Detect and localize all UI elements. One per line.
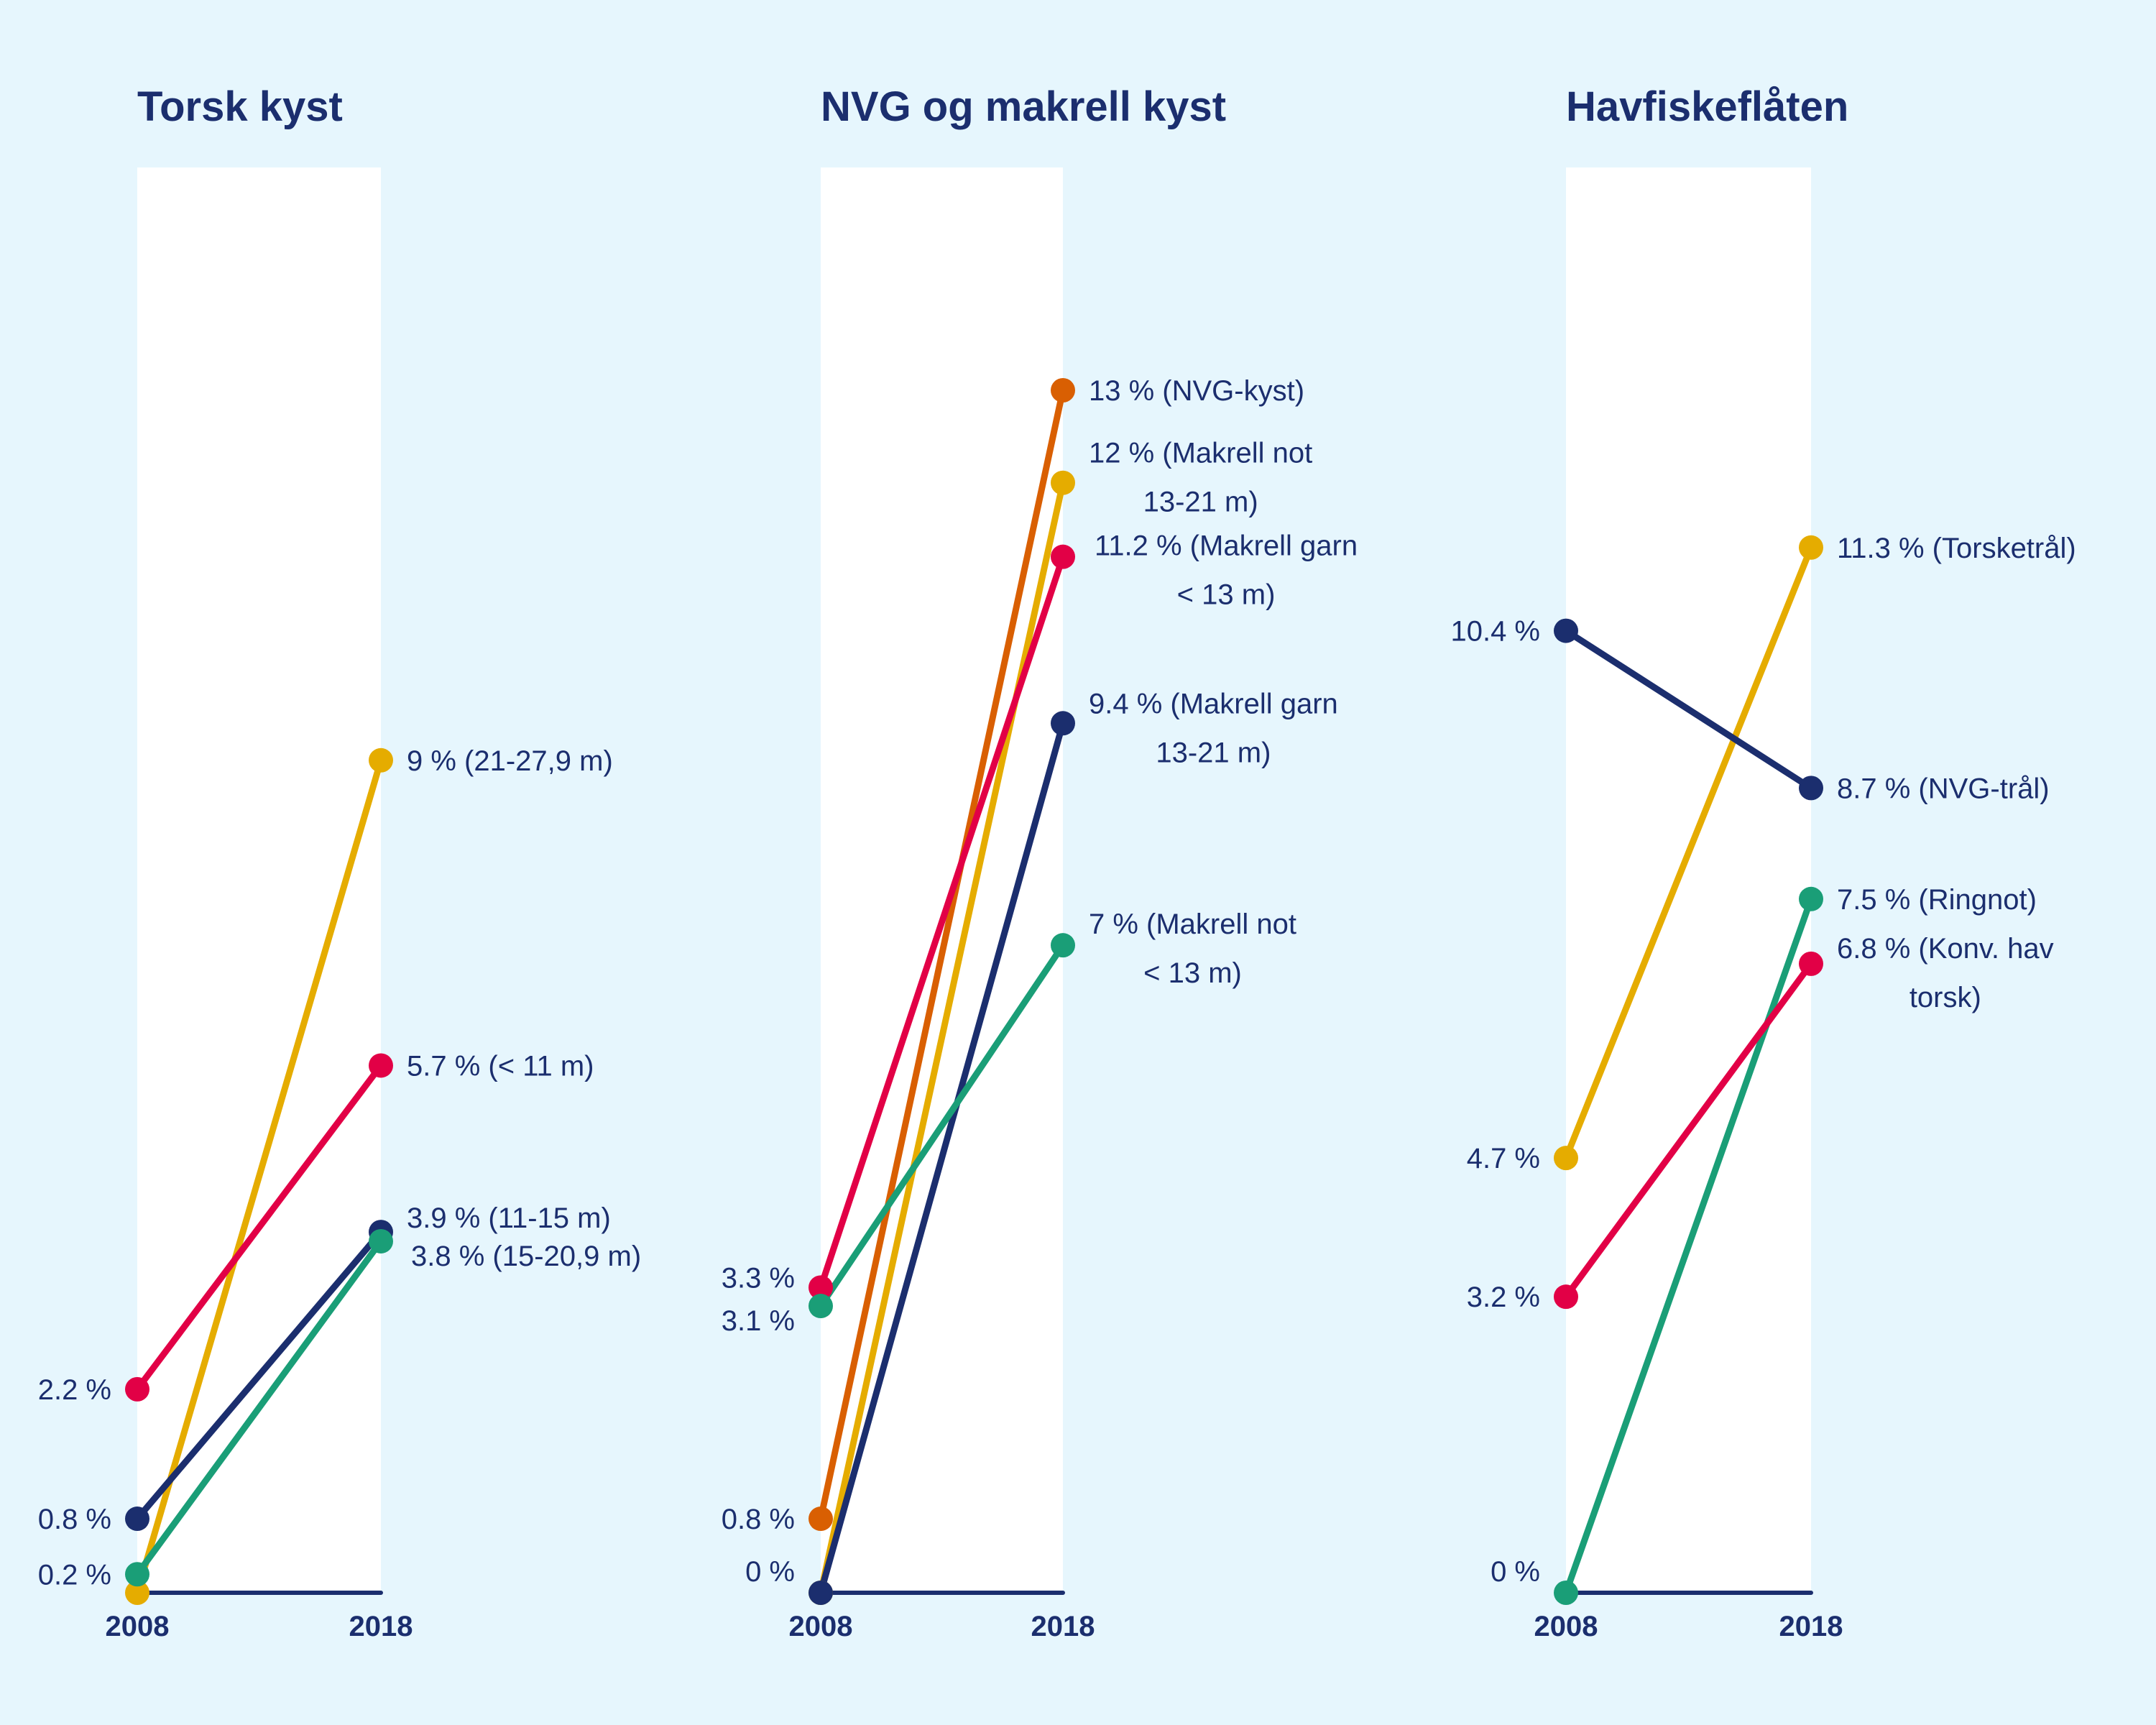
series-line-torsketr-l	[1562, 544, 1815, 1162]
plot-band	[137, 167, 381, 1593]
series-line-konv-hav-torsk	[1562, 960, 1815, 1300]
data-point-2008	[125, 1376, 149, 1402]
start-value-label: 0 %	[1491, 1556, 1540, 1588]
data-point-2008	[1554, 1146, 1578, 1171]
series-line-makrell-garn-13-21-m	[817, 719, 1067, 1596]
series-line-makrell-garn-13-m	[817, 553, 1067, 1291]
data-point-2008	[808, 1506, 833, 1532]
panel-torsk-kyst: Torsk kyst 2008 2018 9 % (21-27,9 m) 2.2 % 5…	[38, 83, 641, 1642]
series-line-makrell-not-13-m	[817, 942, 1067, 1310]
series-line--11-m	[134, 1062, 384, 1393]
data-point-2008	[808, 1581, 833, 1605]
series-line-21-27-9-m	[134, 757, 384, 1596]
end-value-label-line2: torsk)	[1909, 982, 1981, 1013]
start-value-label: 3.3 %	[722, 1262, 795, 1294]
end-value-label: 9 % (21-27,9 m)	[407, 745, 613, 777]
data-point-2018	[1799, 776, 1823, 801]
series-line-11-15-m	[134, 1228, 384, 1522]
end-value-label: 8.7 % (NVG-trål)	[1837, 773, 2050, 804]
panel-title: NVG og makrell kyst	[821, 83, 1226, 130]
end-value-label-line2: < 13 m)	[1143, 957, 1242, 989]
plot-band	[821, 167, 1063, 1593]
series-line-15-20-9-m	[134, 1238, 384, 1578]
data-point-2008	[1554, 1581, 1578, 1605]
x-tick-label: 2018	[1031, 1611, 1095, 1642]
data-point-2018	[1799, 951, 1823, 976]
start-value-label: 0.8 %	[38, 1504, 111, 1535]
plot-band	[1566, 167, 1811, 1593]
data-point-2018	[1051, 378, 1075, 402]
data-point-2018	[1051, 470, 1075, 495]
start-value-label: 0.8 %	[722, 1504, 795, 1535]
end-value-label: 9.4 % (Makrell garn	[1089, 688, 1338, 719]
end-value-label: 3.8 % (15-20,9 m)	[411, 1241, 641, 1272]
data-point-2018	[1051, 711, 1075, 736]
panel-title: Torsk kyst	[137, 83, 343, 130]
data-point-2008	[1554, 618, 1578, 643]
data-point-2008	[1554, 1284, 1578, 1310]
x-tick-label: 2018	[349, 1611, 413, 1642]
data-point-2018	[369, 1228, 393, 1254]
end-value-label: 6.8 % (Konv. hav	[1837, 933, 2054, 965]
panel-havfiskeflaten: Havfiskeflåten 2008 2018 4.7 % 11.3 % (Tors…	[1450, 83, 2076, 1642]
panel-title: Havfiskeflåten	[1566, 83, 1848, 130]
data-point-2008	[125, 1581, 149, 1605]
end-value-label: 12 % (Makrell not	[1089, 438, 1312, 469]
data-point-2018	[369, 748, 393, 773]
end-value-label: 3.9 % (11-15 m)	[407, 1202, 611, 1234]
start-value-label: 2.2 %	[38, 1374, 111, 1406]
series-line-nvg-kyst	[817, 387, 1067, 1522]
data-point-2018	[1051, 933, 1075, 958]
end-value-label: 11.3 % (Torsketrål)	[1837, 533, 2076, 564]
data-point-2018	[1051, 544, 1075, 569]
x-tick-label: 2008	[106, 1611, 170, 1642]
data-point-2008	[808, 1294, 833, 1319]
series-line-makrell-not-13-21-m	[817, 479, 1067, 1596]
data-point-2008	[125, 1562, 149, 1587]
end-value-label-line2: 13-21 m)	[1143, 487, 1258, 518]
start-value-label: 0.2 %	[38, 1559, 111, 1591]
data-point-2018	[1799, 535, 1823, 560]
end-value-label: 7 % (Makrell not	[1089, 908, 1296, 940]
end-value-label: 7.5 % (Ringnot)	[1837, 884, 2037, 916]
start-value-label: 3.1 %	[722, 1305, 795, 1337]
end-value-label: 11.2 % (Makrell garn	[1095, 530, 1358, 562]
x-tick-label: 2008	[789, 1611, 853, 1642]
data-point-2018	[1799, 886, 1823, 911]
series-line-nvg-tr-l	[1562, 627, 1815, 791]
start-value-label: 10.4 %	[1450, 616, 1540, 648]
start-value-label: 3.2 %	[1467, 1282, 1540, 1313]
x-tick-label: 2008	[1534, 1611, 1598, 1642]
start-value-label: 0 %	[745, 1556, 795, 1588]
end-value-label-line2: < 13 m)	[1177, 579, 1276, 611]
start-value-label: 4.7 %	[1467, 1143, 1540, 1174]
panel-nvg-og-makrell-kyst: NVG og makrell kyst 2008 2018 0.8 % 13 % (N…	[722, 83, 1358, 1642]
data-point-2018	[369, 1053, 393, 1078]
data-point-2008	[808, 1275, 833, 1300]
end-value-label-line2: 13-21 m)	[1156, 737, 1271, 768]
data-point-2008	[125, 1506, 149, 1532]
x-tick-label: 2018	[1779, 1611, 1843, 1642]
end-value-label: 13 % (NVG-kyst)	[1089, 375, 1304, 407]
end-value-label: 5.7 % (< 11 m)	[407, 1050, 594, 1082]
